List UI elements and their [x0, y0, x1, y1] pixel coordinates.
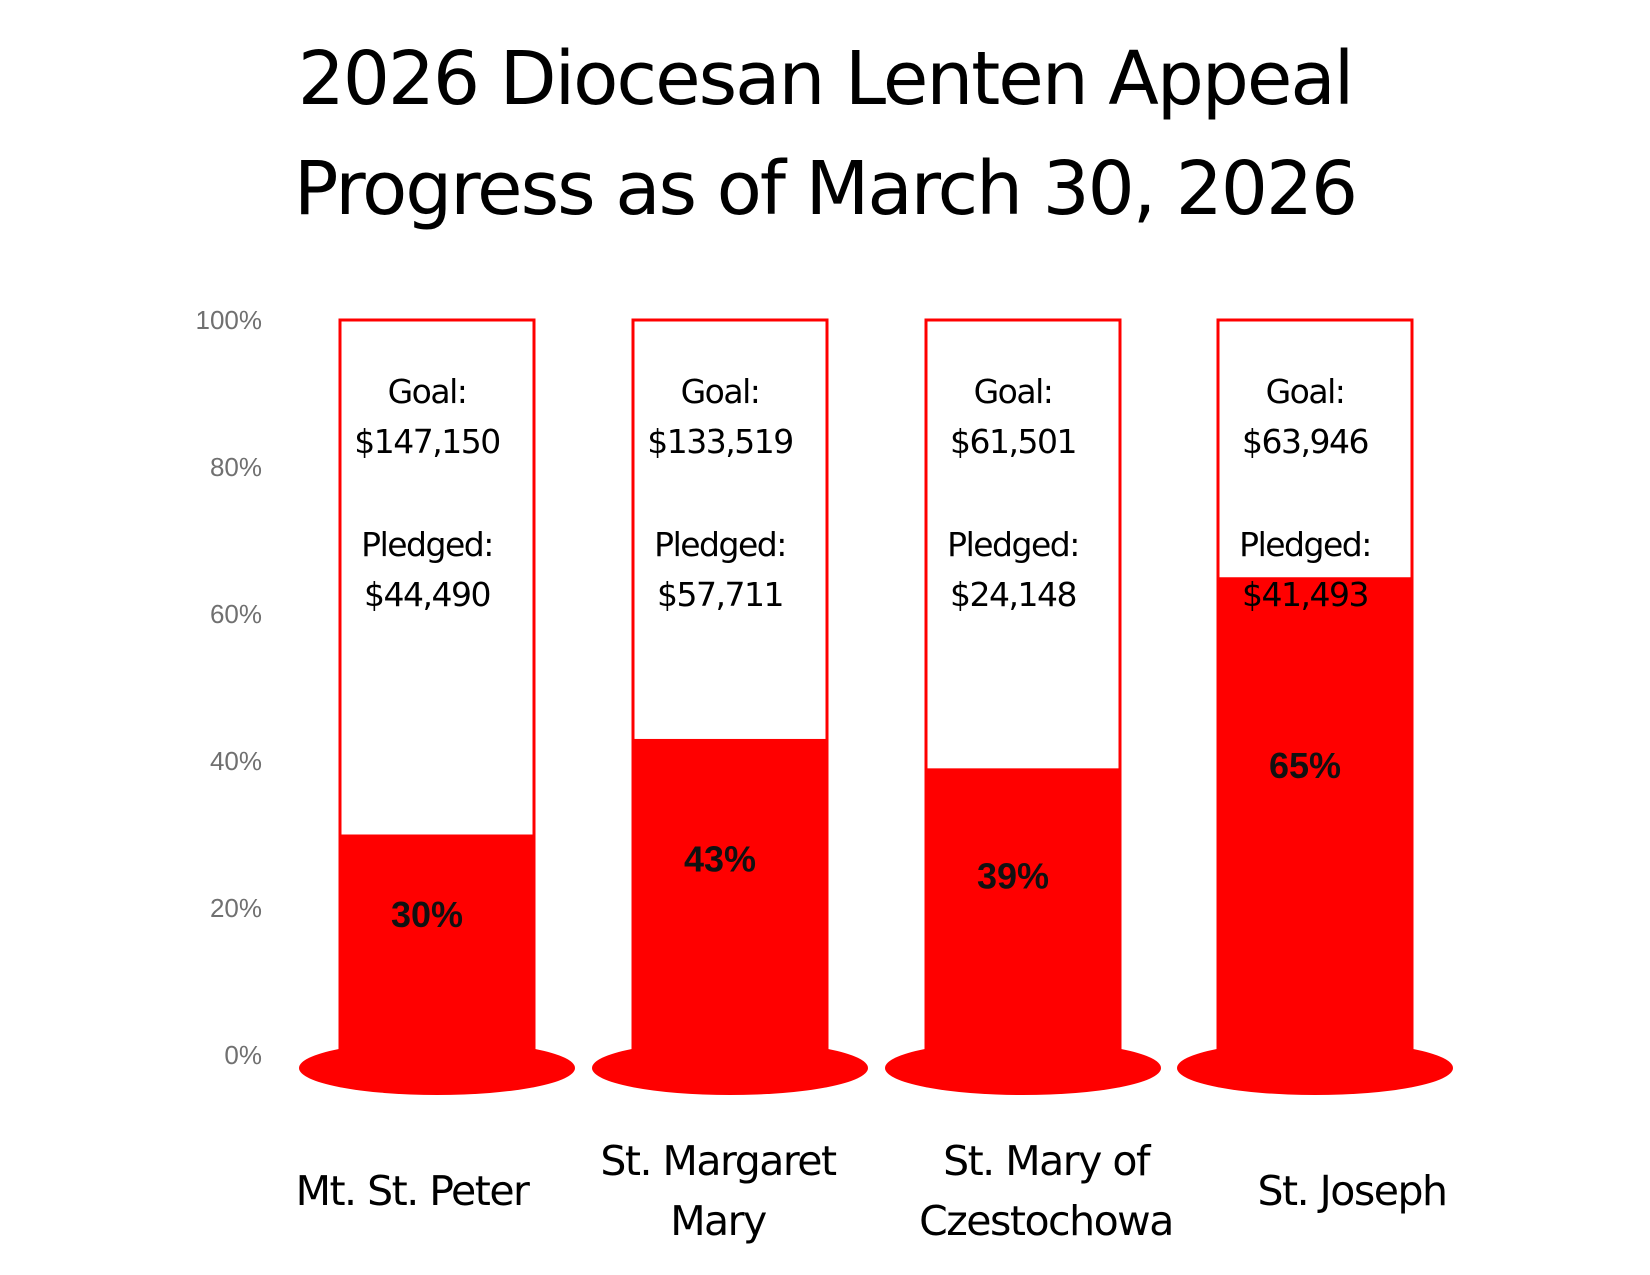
category-label: St. Joseph — [1258, 1167, 1447, 1215]
pledged-value: $57,711 — [657, 575, 783, 614]
value-label: 39% — [977, 856, 1049, 897]
goal-label: Goal: — [974, 372, 1053, 411]
category-label: Mary — [670, 1197, 767, 1245]
value-label: 65% — [1269, 745, 1341, 786]
chart-title: 2026 Diocesan Lenten Appeal — [297, 36, 1355, 122]
y-tick-label: 60% — [210, 599, 262, 629]
y-tick-label: 0% — [224, 1040, 262, 1070]
progress-fill — [338, 834, 536, 1055]
category-label: Czestochowa — [919, 1197, 1173, 1245]
progress-fill — [1216, 577, 1414, 1055]
pledged-label: Pledged: — [654, 525, 786, 564]
tubes: Goal: $147,150 Pledged: $44,490 30% Goal: $133… — [299, 318, 1453, 1095]
tube-base — [592, 1041, 868, 1095]
tube: Goal: $63,946 Pledged: $41,493 65% — [1177, 318, 1453, 1095]
y-tick-label: 80% — [210, 452, 262, 482]
goal-label: Goal: — [1266, 372, 1345, 411]
category-label: St. Margaret — [600, 1137, 837, 1185]
category-labels: Mt. St. Peter St. Margaret Mary St. Mary of… — [296, 1137, 1448, 1245]
category-label: St. Mary of — [943, 1137, 1152, 1185]
progress-fill — [924, 768, 1122, 1055]
goal-value: $63,946 — [1242, 422, 1368, 461]
goal-value: $147,150 — [354, 422, 499, 461]
goal-label: Goal: — [388, 372, 467, 411]
tube-base — [885, 1041, 1161, 1095]
value-label: 30% — [391, 894, 463, 935]
tube-base — [1177, 1041, 1453, 1095]
tube: Goal: $133,519 Pledged: $57,711 43% — [592, 318, 868, 1095]
pledged-label: Pledged: — [1239, 525, 1371, 564]
progress-fill — [631, 738, 829, 1055]
goal-value: $133,519 — [647, 422, 792, 461]
category-label: Mt. St. Peter — [296, 1167, 530, 1215]
y-tick-label: 100% — [196, 305, 263, 335]
chart-subtitle: Progress as of March 30, 2026 — [293, 146, 1358, 232]
pledged-value: $44,490 — [364, 575, 490, 614]
tube: Goal: $61,501 Pledged: $24,148 39% — [885, 318, 1161, 1095]
y-tick-label: 20% — [210, 893, 262, 923]
pledged-value: $41,493 — [1242, 575, 1368, 614]
y-tick-label: 40% — [210, 746, 262, 776]
y-axis: 0% 20% 40% 60% 80% 100% — [196, 305, 263, 1070]
goal-value: $61,501 — [950, 422, 1076, 461]
tube: Goal: $147,150 Pledged: $44,490 30% — [299, 318, 575, 1095]
pledged-label: Pledged: — [947, 525, 1079, 564]
tube-base — [299, 1041, 575, 1095]
value-label: 43% — [684, 839, 756, 880]
pledged-value: $24,148 — [950, 575, 1076, 614]
goal-label: Goal: — [681, 372, 760, 411]
pledged-label: Pledged: — [361, 525, 493, 564]
